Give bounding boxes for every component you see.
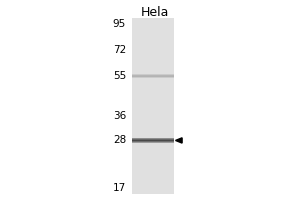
Text: 17: 17 [113,183,126,193]
Text: 55: 55 [113,71,126,81]
Polygon shape [176,138,182,143]
Text: 72: 72 [113,45,126,55]
Bar [132,18,174,194]
Text: 36: 36 [113,111,126,121]
Text: 28: 28 [113,135,126,145]
Text: 95: 95 [113,19,126,29]
Text: Hela: Hela [140,6,169,19]
